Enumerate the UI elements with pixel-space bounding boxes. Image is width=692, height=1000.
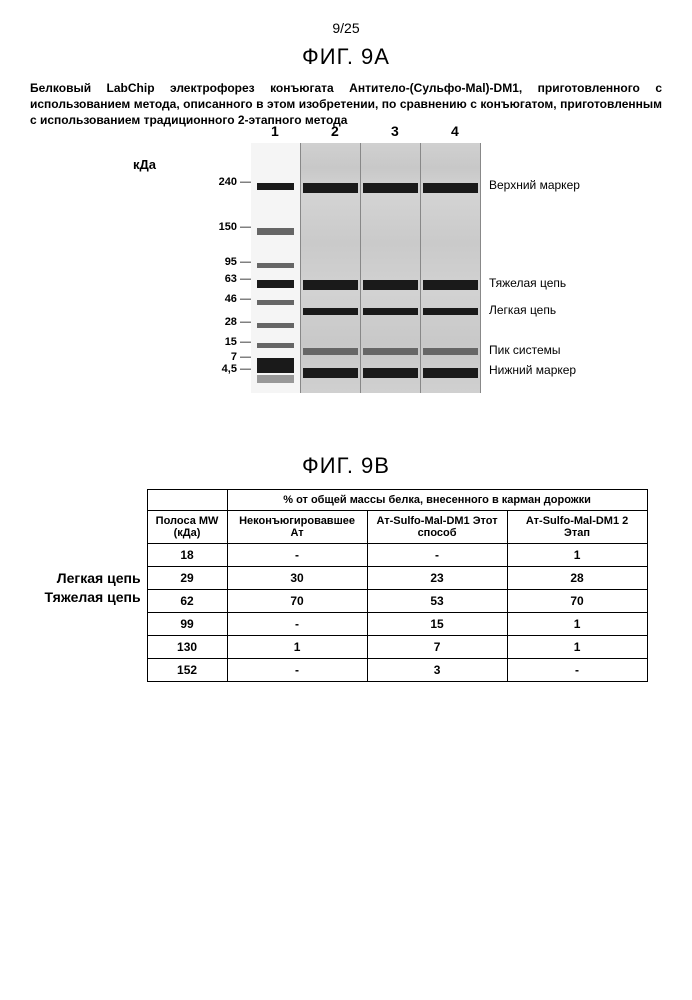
gel-lane-marker bbox=[251, 143, 301, 393]
table-cell: - bbox=[227, 543, 367, 566]
figure-b-title: ФИГ. 9В bbox=[20, 453, 672, 479]
table-row: 152-3- bbox=[147, 658, 647, 681]
mw-tick: 15 bbox=[225, 336, 251, 348]
table-row: 18--1 bbox=[147, 543, 647, 566]
gel-band bbox=[423, 368, 478, 378]
table-cell: 18 bbox=[147, 543, 227, 566]
table-cell: 70 bbox=[507, 589, 647, 612]
mw-tick: 7 bbox=[231, 351, 251, 363]
table-cell: 29 bbox=[147, 566, 227, 589]
gel-lane-sample bbox=[421, 143, 481, 393]
page-number: 9/25 bbox=[20, 20, 672, 36]
mw-tick: 28 bbox=[225, 316, 251, 328]
mw-tick: 4,5 bbox=[222, 363, 251, 375]
table-cell: 28 bbox=[507, 566, 647, 589]
table-cell: - bbox=[507, 658, 647, 681]
band-annotation: Тяжелая цепь bbox=[489, 276, 566, 290]
gel-band bbox=[257, 263, 294, 268]
table-cell: 152 bbox=[147, 658, 227, 681]
mw-tick: 150 bbox=[219, 221, 251, 233]
figure-a-caption: Белковый LabChip электрофорез конъюгата … bbox=[30, 80, 662, 129]
light-chain-label: Легкая цепь bbox=[44, 571, 140, 586]
gel-band bbox=[257, 228, 294, 236]
gel-band bbox=[257, 343, 294, 348]
table-cell: - bbox=[227, 612, 367, 635]
table-cell: 99 bbox=[147, 612, 227, 635]
table-cell: 70 bbox=[227, 589, 367, 612]
table-cell: 7 bbox=[367, 635, 507, 658]
table-cell: 3 bbox=[367, 658, 507, 681]
table-row: 130171 bbox=[147, 635, 647, 658]
gel-band bbox=[257, 375, 294, 383]
gel-band bbox=[423, 183, 478, 193]
gel-band bbox=[363, 280, 418, 290]
gel-band bbox=[257, 323, 294, 328]
table-row: 29302328 bbox=[147, 566, 647, 589]
gel-band bbox=[363, 308, 418, 316]
column-header: Полоса MW (кДа) bbox=[147, 510, 227, 543]
gel-lanes bbox=[251, 143, 481, 393]
table-cell: 62 bbox=[147, 589, 227, 612]
gel-lane-sample bbox=[361, 143, 421, 393]
column-header: Неконъюгировавшее Ат bbox=[227, 510, 367, 543]
gel-band bbox=[363, 348, 418, 356]
mw-tick: 63 bbox=[225, 273, 251, 285]
gel-band bbox=[257, 358, 294, 373]
table-cell: 23 bbox=[367, 566, 507, 589]
lane-number: 3 bbox=[391, 123, 399, 139]
column-header: Ат-Sulfo-Mal-DM1 2 Этап bbox=[507, 510, 647, 543]
gel-band bbox=[303, 308, 358, 316]
table-header-blank bbox=[147, 489, 227, 510]
table-cell: 15 bbox=[367, 612, 507, 635]
band-annotation: Легкая цепь bbox=[489, 303, 556, 317]
lane-number: 1 bbox=[271, 123, 279, 139]
table-cell: 1 bbox=[507, 543, 647, 566]
gel-band bbox=[423, 348, 478, 356]
gel-band bbox=[257, 300, 294, 305]
table-cell: - bbox=[227, 658, 367, 681]
mw-tick: 46 bbox=[225, 293, 251, 305]
mw-tick: 95 bbox=[225, 256, 251, 268]
table-header-span: % от общей массы белка, внесенного в кар… bbox=[227, 489, 647, 510]
lane-number: 2 bbox=[331, 123, 339, 139]
table-row-side-labels: Легкая цепь Тяжелая цепь bbox=[44, 545, 140, 606]
gel-image-region: кДа 1234 240150956346281574,5 Верхний ма… bbox=[20, 143, 672, 393]
quantitation-table: % от общей массы белка, внесенного в кар… bbox=[147, 489, 648, 682]
gel-band bbox=[303, 183, 358, 193]
gel-lane-sample bbox=[301, 143, 361, 393]
table-cell: 30 bbox=[227, 566, 367, 589]
band-annotation: Нижний маркер bbox=[489, 363, 576, 377]
gel-band bbox=[363, 368, 418, 378]
lane-number: 4 bbox=[451, 123, 459, 139]
column-header: Ат-Sulfo-Mal-DM1 Этот способ bbox=[367, 510, 507, 543]
gel-band bbox=[303, 348, 358, 356]
band-annotation: Верхний маркер bbox=[489, 178, 580, 192]
gel-band bbox=[303, 368, 358, 378]
gel-band bbox=[303, 280, 358, 290]
gel-band bbox=[423, 308, 478, 316]
table-cell: - bbox=[367, 543, 507, 566]
gel-band bbox=[363, 183, 418, 193]
table-cell: 130 bbox=[147, 635, 227, 658]
table-row: 99-151 bbox=[147, 612, 647, 635]
table-cell: 53 bbox=[367, 589, 507, 612]
mw-tick: 240 bbox=[219, 176, 251, 188]
band-labels-column: Верхний маркер Тяжелая цепь Легкая цепь Пик… bbox=[481, 143, 631, 393]
mw-ladder-column: 240 150 95 63 46 28 15 74,5 bbox=[211, 143, 251, 393]
table-cell: 1 bbox=[507, 635, 647, 658]
table-cell: 1 bbox=[507, 612, 647, 635]
heavy-chain-label: Тяжелая цепь bbox=[44, 590, 140, 605]
gel-band bbox=[257, 183, 294, 191]
band-annotation: Пик системы bbox=[489, 343, 561, 357]
figure-a-title: ФИГ. 9А bbox=[20, 44, 672, 70]
figure-b-table-region: Легкая цепь Тяжелая цепь % от общей масс… bbox=[20, 489, 672, 682]
table-row: 62705370 bbox=[147, 589, 647, 612]
table-cell: 1 bbox=[227, 635, 367, 658]
gel-band bbox=[423, 280, 478, 290]
kda-axis-label: кДа bbox=[133, 157, 156, 172]
gel-band bbox=[257, 280, 294, 288]
